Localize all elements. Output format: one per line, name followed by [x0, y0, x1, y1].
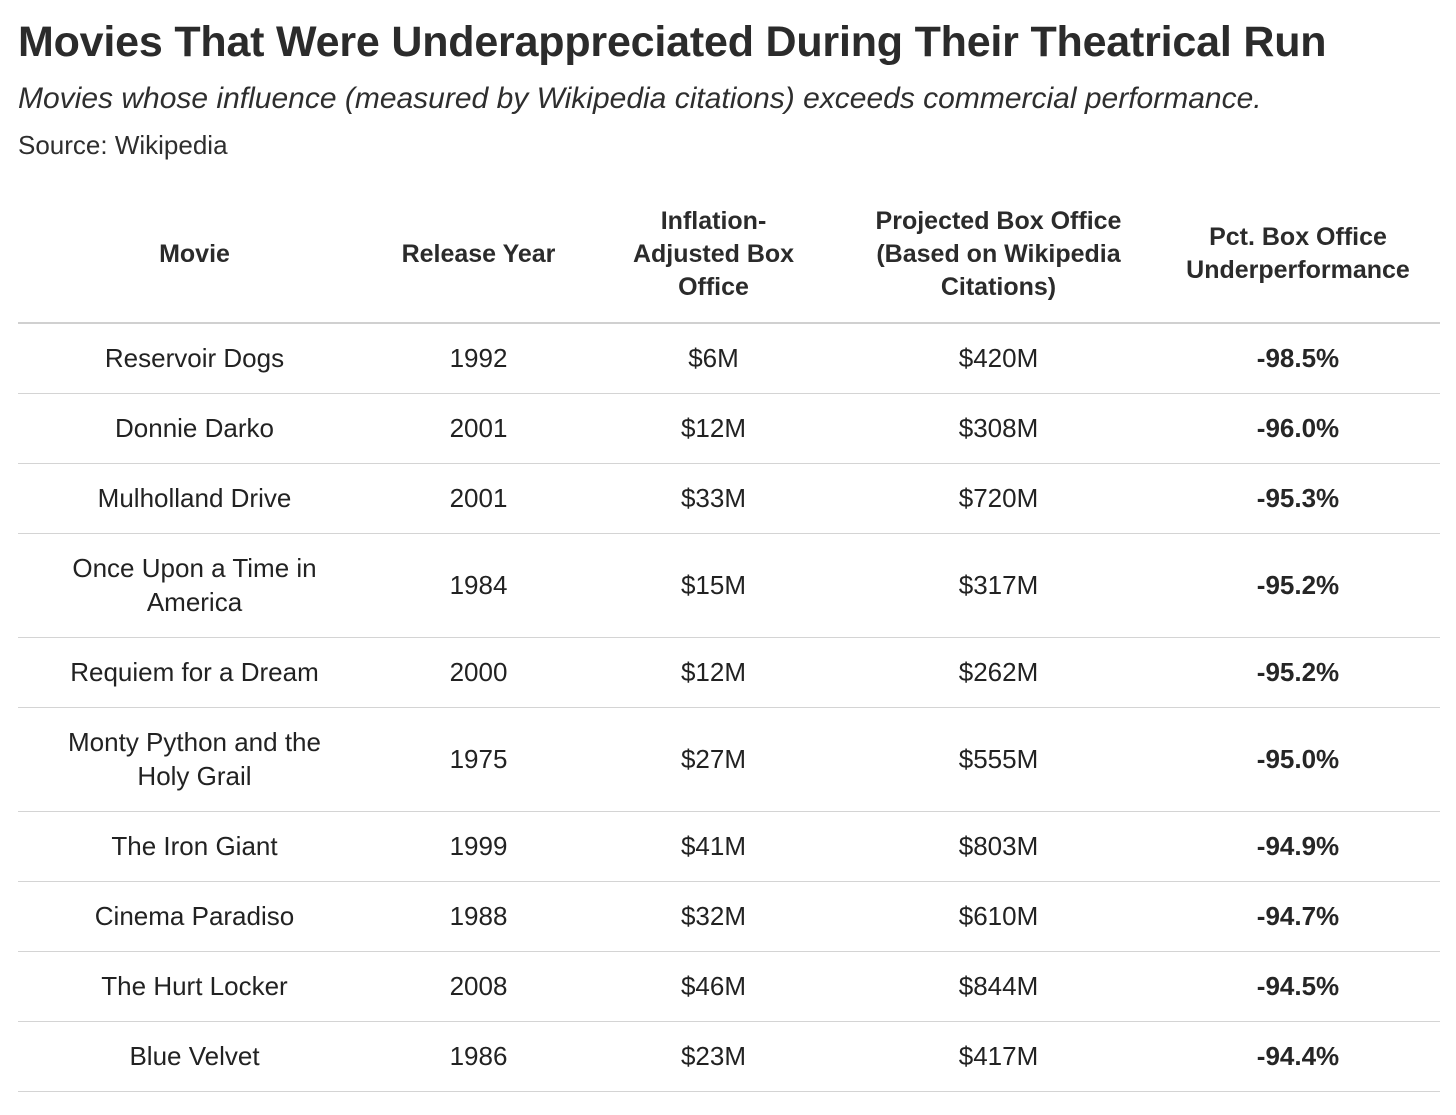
movie-cell: The Hurt Locker	[18, 951, 371, 1022]
table-row: The Iron Giant 1999 $41M $803M -94.9%	[18, 811, 1440, 882]
pct-underperformance-cell: -94.7%	[1156, 881, 1440, 952]
movie-cell: Cinema Paradiso	[18, 881, 371, 952]
projected-box-office-cell: $317M	[841, 533, 1156, 638]
movie-cell: Donnie Darko	[18, 393, 371, 464]
inflation-adjusted-box-office-cell: $23M	[586, 1021, 841, 1092]
release-year-cell: 2008	[371, 951, 586, 1022]
table-header-row: Movie Release Year Inflation-Adjusted Bo…	[18, 186, 1440, 324]
page-title: Movies That Were Underappreciated During…	[18, 18, 1327, 66]
projected-box-office-cell: $610M	[841, 881, 1156, 952]
projected-box-office-cell: $308M	[841, 393, 1156, 464]
release-year-cell: 1999	[371, 811, 586, 882]
data-table: Movie Release Year Inflation-Adjusted Bo…	[18, 186, 1440, 1092]
pct-underperformance-cell: -98.5%	[1156, 323, 1440, 394]
release-year-cell: 2000	[371, 637, 586, 708]
inflation-adjusted-box-office-cell: $12M	[586, 637, 841, 708]
movie-cell: Requiem for a Dream	[18, 637, 371, 708]
header-pct-underperformance: Pct. Box Office Underperformance	[1156, 186, 1440, 324]
movie-cell: Once Upon a Time in America	[18, 533, 371, 638]
movie-cell: The Iron Giant	[18, 811, 371, 882]
projected-box-office-cell: $720M	[841, 463, 1156, 534]
table-body: Reservoir Dogs 1992 $6M $420M -98.5% Donnie D…	[18, 323, 1440, 1092]
movie-cell: Monty Python and the Holy Grail	[18, 707, 371, 812]
source-note: Source: Wikipedia	[18, 130, 228, 160]
inflation-adjusted-box-office-cell: $12M	[586, 393, 841, 464]
release-year-cell: 1975	[371, 707, 586, 812]
release-year-cell: 1986	[371, 1021, 586, 1092]
projected-box-office-cell: $262M	[841, 637, 1156, 708]
release-year-cell: 1984	[371, 533, 586, 638]
release-year-cell: 2001	[371, 393, 586, 464]
table-row: Requiem for a Dream 2000 $12M $262M -95.2%	[18, 637, 1440, 708]
table-row: Blue Velvet 1986 $23M $417M -94.4%	[18, 1021, 1440, 1092]
release-year-cell: 1988	[371, 881, 586, 952]
pct-underperformance-cell: -94.5%	[1156, 951, 1440, 1022]
table-row: Cinema Paradiso 1988 $32M $610M -94.7%	[18, 881, 1440, 952]
page-subtitle: Movies whose influence (measured by Wiki…	[18, 82, 1262, 115]
inflation-adjusted-box-office-cell: $41M	[586, 811, 841, 882]
inflation-adjusted-box-office-cell: $15M	[586, 533, 841, 638]
pct-underperformance-cell: -94.9%	[1156, 811, 1440, 882]
table-row: Once Upon a Time in America 1984 $15M $317M…	[18, 533, 1440, 638]
projected-box-office-cell: $844M	[841, 951, 1156, 1022]
table-row: The Hurt Locker 2008 $46M $844M -94.5%	[18, 951, 1440, 1022]
table-row: Mulholland Drive 2001 $33M $720M -95.3%	[18, 463, 1440, 534]
pct-underperformance-cell: -95.3%	[1156, 463, 1440, 534]
movie-cell: Blue Velvet	[18, 1021, 371, 1092]
movie-cell: Reservoir Dogs	[18, 323, 371, 394]
header-projected-box-office: Projected Box Office (Based on Wikipedia…	[841, 186, 1156, 324]
release-year-cell: 1992	[371, 323, 586, 394]
header-release-year: Release Year	[371, 186, 586, 324]
pct-underperformance-cell: -95.2%	[1156, 533, 1440, 638]
header-inflation-adjusted-box-office: Inflation-Adjusted Box Office	[586, 186, 841, 324]
pct-underperformance-cell: -96.0%	[1156, 393, 1440, 464]
inflation-adjusted-box-office-cell: $6M	[586, 323, 841, 394]
header-projected-box-office-label: Projected Box Office (Based on Wikipedia…	[875, 206, 1122, 301]
header-inflation-adjusted-box-office-label: Inflation-Adjusted Box Office	[632, 206, 795, 301]
header-pct-underperformance-label: Pct. Box Office Underperformance	[1186, 223, 1410, 284]
release-year-cell: 2001	[371, 463, 586, 534]
pct-underperformance-cell: -95.0%	[1156, 707, 1440, 812]
header-movie: Movie	[18, 186, 371, 324]
movie-cell: Mulholland Drive	[18, 463, 371, 534]
pct-underperformance-cell: -94.4%	[1156, 1021, 1440, 1092]
inflation-adjusted-box-office-cell: $32M	[586, 881, 841, 952]
projected-box-office-cell: $555M	[841, 707, 1156, 812]
inflation-adjusted-box-office-cell: $27M	[586, 707, 841, 812]
table-row: Monty Python and the Holy Grail 1975 $27M $…	[18, 707, 1440, 812]
projected-box-office-cell: $420M	[841, 323, 1156, 394]
pct-underperformance-cell: -95.2%	[1156, 637, 1440, 708]
projected-box-office-cell: $803M	[841, 811, 1156, 882]
table-row: Reservoir Dogs 1992 $6M $420M -98.5%	[18, 323, 1440, 394]
inflation-adjusted-box-office-cell: $46M	[586, 951, 841, 1022]
table-row: Donnie Darko 2001 $12M $308M -96.0%	[18, 393, 1440, 464]
projected-box-office-cell: $417M	[841, 1021, 1156, 1092]
inflation-adjusted-box-office-cell: $33M	[586, 463, 841, 534]
